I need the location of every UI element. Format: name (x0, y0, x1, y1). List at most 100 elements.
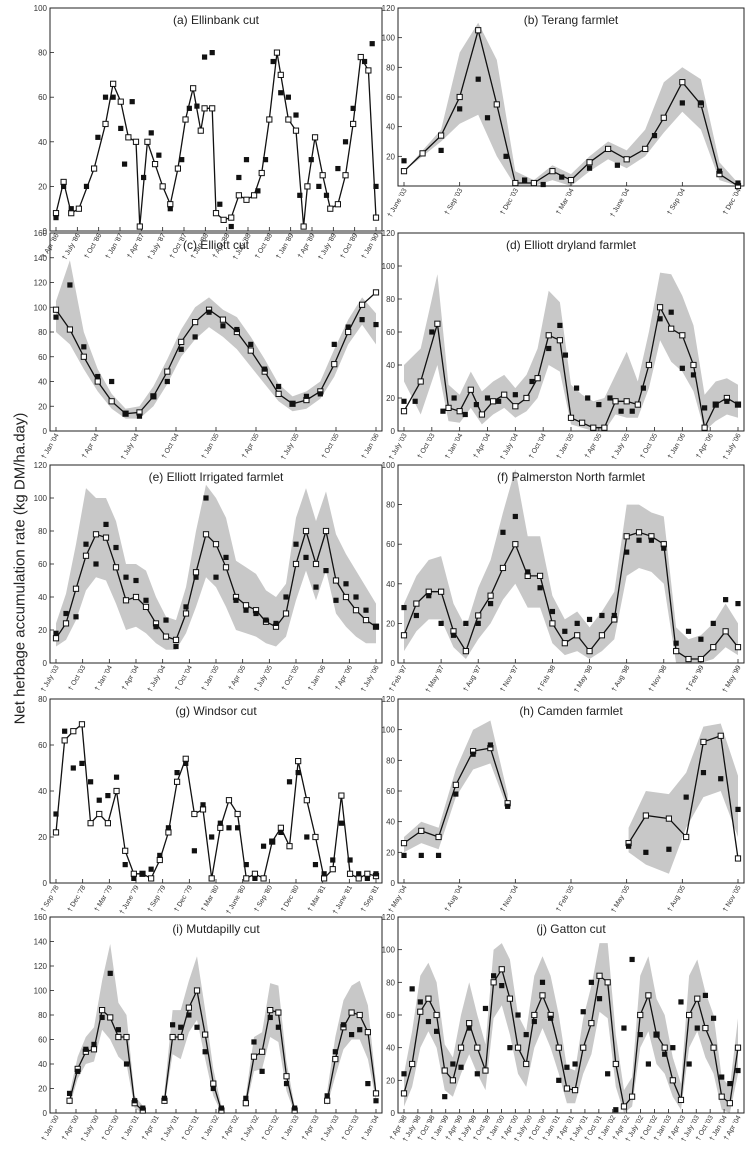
observed-point (67, 282, 73, 288)
observed-point (218, 1105, 225, 1111)
observed-point (694, 1025, 700, 1031)
simulated-point (467, 386, 474, 393)
simulated-point (102, 120, 109, 128)
observed-point (270, 58, 276, 65)
observed-point (585, 395, 591, 401)
x-tick-label: † Sep '78 (40, 884, 61, 913)
y-tick-label: 0 (43, 659, 48, 668)
simulated-point (312, 833, 319, 841)
simulated-point (598, 632, 606, 639)
simulated-point (694, 995, 701, 1002)
simulated-point (350, 120, 357, 128)
panel-3: 0 20 40 60 80 100 120 † July '03 † Oct '03 † Jan … (382, 229, 745, 461)
simulated-point (434, 320, 441, 327)
x-tick-label: † Oct '02 (261, 1114, 281, 1142)
x-tick-label: † Mar '80 (200, 884, 221, 913)
simulated-point (94, 378, 101, 385)
observed-point (91, 1041, 97, 1047)
simulated-point (283, 1073, 290, 1080)
simulated-point (474, 1044, 481, 1051)
observed-point (317, 391, 323, 397)
observed-point (209, 50, 215, 56)
observed-point (323, 568, 329, 574)
observed-point (75, 1068, 81, 1074)
observed-point (562, 352, 569, 358)
observed-point (263, 617, 269, 623)
observed-point (373, 321, 379, 328)
y-tick-label: 60 (386, 787, 395, 796)
x-tick-label: † Jan '04 (361, 1114, 381, 1142)
observed-point (223, 554, 229, 560)
observed-point (710, 1015, 717, 1021)
panel-title: (f) Palmerston North farmlet (497, 470, 646, 484)
observed-point (217, 201, 223, 207)
observed-point (451, 395, 457, 401)
simulated-line (403, 967, 739, 1108)
observed-point (347, 857, 353, 863)
observed-point (666, 846, 672, 852)
panel-frame (49, 7, 383, 232)
x-tick-label: † Oct '86 (83, 232, 103, 260)
observed-point (167, 206, 173, 212)
simulated-point (267, 1007, 274, 1014)
observed-point (512, 513, 518, 520)
observed-point (621, 1025, 627, 1031)
observed-point (596, 402, 602, 408)
observed-point (462, 411, 468, 418)
simulated-point (162, 633, 170, 640)
simulated-point (247, 347, 254, 354)
simulated-point (96, 810, 103, 818)
observed-point (401, 1071, 407, 1077)
simulated-point (338, 792, 345, 799)
y-tick-label: 100 (382, 946, 396, 955)
simulated-point (348, 1009, 355, 1016)
observed-point (537, 585, 543, 591)
x-tick-label: † Sep '79 (147, 884, 168, 913)
y-tick-label: 80 (386, 295, 395, 304)
observed-point (186, 1012, 192, 1018)
simulated-point (332, 1056, 339, 1063)
observed-point (283, 594, 289, 600)
observed-point (140, 1105, 146, 1111)
panel-title: (h) Camden farmlet (519, 704, 623, 718)
y-tick-label: 20 (38, 402, 47, 411)
simulated-point (726, 1100, 733, 1107)
observed-point (409, 986, 415, 992)
panel-4: 0 20 40 60 80 100 120 † July '03 † Oct '03 † Jan … (34, 461, 383, 693)
observed-point (295, 770, 301, 776)
simulated-point (212, 210, 220, 217)
simulated-point (628, 1093, 636, 1100)
y-tick-label: 20 (386, 394, 395, 403)
simulated-point (173, 778, 181, 785)
x-tick-label: † Apr '02 (221, 1114, 241, 1141)
simulated-point (156, 856, 163, 864)
simulated-line (403, 531, 739, 660)
simulated-point (642, 812, 649, 819)
simulated-point (151, 161, 159, 168)
x-tick-label: † Oct '03 (341, 1114, 361, 1142)
simulated-point (506, 995, 514, 1002)
observed-point (139, 871, 146, 877)
x-tick-label: † July '05 (253, 664, 274, 693)
observed-point (450, 1061, 456, 1067)
simulated-point (372, 214, 380, 221)
observed-point (438, 147, 444, 153)
simulated-point (475, 612, 482, 619)
simulated-point (117, 98, 124, 105)
observed-point (73, 614, 79, 620)
observed-point (316, 183, 322, 189)
observed-point (194, 1024, 200, 1030)
panel-title: (a) Ellinbank cut (173, 13, 260, 27)
x-tick-label: † Sep '04 (666, 187, 687, 216)
observed-point (685, 628, 692, 634)
x-tick-label: † Apr '05 (584, 432, 604, 459)
y-tick-label: 100 (34, 987, 48, 996)
observed-point (173, 643, 179, 650)
simulated-point (623, 156, 630, 163)
simulated-point (235, 192, 242, 199)
simulated-point (679, 79, 686, 86)
simulated-point (242, 602, 250, 609)
simulated-point (418, 827, 425, 834)
simulated-point (357, 53, 364, 61)
